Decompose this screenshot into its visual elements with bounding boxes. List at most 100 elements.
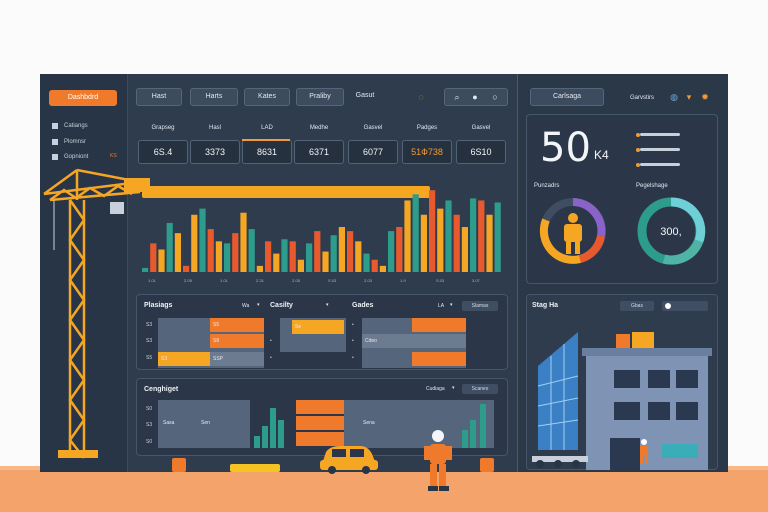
chart-bar[interactable] xyxy=(215,241,222,272)
chart-bar[interactable] xyxy=(199,208,206,272)
chart-bar[interactable] xyxy=(207,229,214,272)
chart-bar[interactable] xyxy=(371,259,378,272)
chart-bar[interactable] xyxy=(191,214,198,272)
user-icon[interactable]: ● xyxy=(472,92,478,102)
chevron-down-icon[interactable]: ▾ xyxy=(452,385,455,391)
brand-button[interactable]: Dashbdrd xyxy=(49,90,117,106)
settings-icon[interactable]: ○ xyxy=(492,92,498,102)
search-icon[interactable]: ⌕ xyxy=(454,92,460,102)
chart-bar[interactable] xyxy=(453,214,460,272)
site-toggle[interactable] xyxy=(662,301,708,311)
chart-bar[interactable] xyxy=(265,241,272,272)
progress-action-button[interactable]: Scanes xyxy=(462,384,498,394)
kpi-value[interactable]: 3373 xyxy=(190,140,240,164)
sidebar-item-3[interactable]: Gopniont xyxy=(52,152,88,162)
chart-bar[interactable] xyxy=(248,229,255,272)
chart-bar[interactable] xyxy=(224,243,231,272)
site-filter-button[interactable]: Gbas xyxy=(620,301,654,311)
right-tab[interactable]: Carlsaga xyxy=(530,88,604,106)
gantt-task[interactable]: S8 xyxy=(210,334,264,348)
chart-bar[interactable] xyxy=(330,235,337,272)
chart-bar[interactable] xyxy=(396,227,403,272)
chart-bar[interactable] xyxy=(470,198,477,272)
chart-bar[interactable] xyxy=(429,190,436,272)
chart-bar[interactable] xyxy=(322,251,329,272)
chart-bar[interactable] xyxy=(240,212,247,272)
chart-bar[interactable] xyxy=(142,267,149,272)
schedule-filter[interactable]: Wa xyxy=(242,303,250,309)
toolbar-button-4[interactable]: Praliby xyxy=(296,88,344,106)
progress-filter[interactable]: Cudiaga xyxy=(426,386,445,392)
chevron-down-icon[interactable]: ▾ xyxy=(326,302,329,308)
chart-bar[interactable] xyxy=(494,202,501,272)
kpi-value[interactable]: 8631 xyxy=(242,140,292,164)
chart-bar[interactable] xyxy=(412,194,419,272)
chart-bar[interactable] xyxy=(379,265,386,272)
chart-bar[interactable] xyxy=(420,214,427,272)
chart-bar[interactable] xyxy=(363,253,370,272)
chevron-down-icon[interactable]: ▾ xyxy=(450,302,453,308)
chart-bar[interactable] xyxy=(347,231,354,272)
chart-bar[interactable] xyxy=(281,239,288,272)
chart-bar[interactable] xyxy=(273,253,280,272)
sidebar-item-1[interactable]: Catiangs xyxy=(52,121,88,131)
chart-bar[interactable] xyxy=(314,231,321,272)
grades-task[interactable]: Cdeo xyxy=(362,334,466,348)
right-link[interactable]: Garvstirs xyxy=(630,95,654,101)
x-tick-label: 1.01 xyxy=(148,278,156,283)
site-title: Stag Ha xyxy=(532,302,559,309)
chart-bar[interactable] xyxy=(306,243,313,272)
chart-bar[interactable] xyxy=(486,214,493,272)
chart-bar[interactable] xyxy=(183,265,190,272)
kpi-value[interactable]: 6371 xyxy=(294,140,344,164)
chart-bar[interactable] xyxy=(388,231,395,272)
globe-icon[interactable]: ◍ xyxy=(670,92,678,102)
toolbar-button-2[interactable]: Harts xyxy=(190,88,238,106)
toolbar-button-3[interactable]: Kates xyxy=(244,88,290,106)
grades-task[interactable] xyxy=(412,318,466,332)
kpi-value[interactable]: 6S.4 xyxy=(138,140,188,164)
chart-bar[interactable] xyxy=(445,200,452,272)
kpi-value[interactable]: 6077 xyxy=(348,140,398,164)
chart-bar[interactable] xyxy=(404,200,411,272)
progress-task[interactable] xyxy=(296,416,344,430)
chart-bar[interactable] xyxy=(478,200,485,272)
toolbar-button-1[interactable]: Hast xyxy=(136,88,182,106)
chevron-down-icon[interactable]: ▾ xyxy=(686,92,692,102)
kpi-value[interactable]: 51Ф738 xyxy=(402,140,452,164)
donut-segment xyxy=(539,218,581,264)
chevron-down-icon[interactable]: ▾ xyxy=(257,302,260,308)
gear-icon[interactable]: ✹ xyxy=(701,92,709,102)
gantt-task[interactable]: S3 xyxy=(158,352,210,366)
chart-bar[interactable] xyxy=(166,222,173,272)
progress-task[interactable] xyxy=(296,432,344,446)
chart-bar[interactable] xyxy=(461,227,468,272)
donut-segment xyxy=(670,197,706,243)
chart-bar[interactable] xyxy=(158,249,165,272)
chart-bar[interactable] xyxy=(256,265,263,272)
mini-bar xyxy=(480,404,486,448)
chart-bar[interactable] xyxy=(437,208,444,272)
grades-task[interactable] xyxy=(412,352,466,366)
chart-bar[interactable] xyxy=(150,243,157,272)
gantt-task[interactable]: SSP xyxy=(210,352,264,366)
chart-bar[interactable] xyxy=(338,227,345,272)
chart-bar[interactable] xyxy=(355,241,362,272)
legend-line xyxy=(640,163,680,166)
grades-filter[interactable]: LA xyxy=(438,303,445,309)
sidebar-item-2[interactable]: Plomnsr xyxy=(52,137,86,147)
chart-bar[interactable] xyxy=(232,233,239,272)
x-tick-label: S.03 xyxy=(436,278,445,283)
chart-bar[interactable] xyxy=(297,259,304,272)
x-tick-label: 1.01 xyxy=(220,278,228,283)
alert-icon[interactable]: ◌ xyxy=(418,92,424,102)
donut2-label: Pegelshage xyxy=(636,183,668,189)
chart-bar[interactable] xyxy=(174,233,181,272)
quality-bar[interactable]: Se xyxy=(292,320,344,334)
grades-action-button[interactable]: Slamas xyxy=(462,301,498,311)
toolbar-search[interactable]: Gasut xyxy=(355,92,375,99)
chart-bar[interactable] xyxy=(289,241,296,272)
progress-task[interactable] xyxy=(296,400,344,414)
gantt-task[interactable]: S5 xyxy=(210,318,264,332)
kpi-value[interactable]: 6S10 xyxy=(456,140,506,164)
